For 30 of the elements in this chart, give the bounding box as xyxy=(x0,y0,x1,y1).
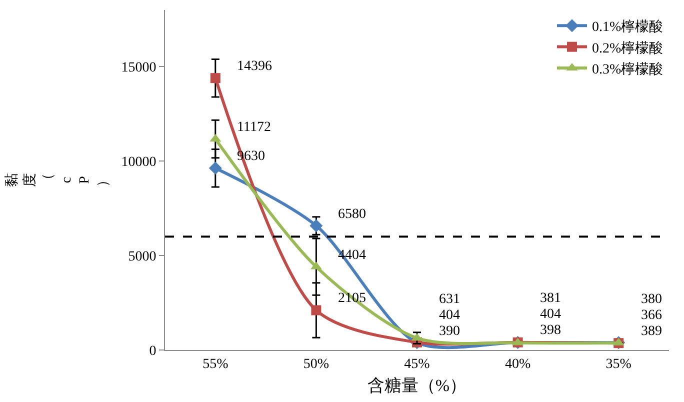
data-label: 404 xyxy=(439,308,460,323)
x-tick-label: 35% xyxy=(606,356,632,372)
y-tick-label: 0 xyxy=(149,344,156,359)
y-tick-label: 10000 xyxy=(121,155,156,170)
data-label: 366 xyxy=(641,308,662,323)
data-label: 14396 xyxy=(237,59,272,74)
legend-label: 0.2%檸檬酸 xyxy=(592,40,664,56)
x-tick-label: 50% xyxy=(303,356,330,372)
data-label: 6580 xyxy=(338,207,366,222)
point xyxy=(311,305,322,316)
data-label: 390 xyxy=(439,324,460,339)
data-label: 398 xyxy=(540,323,561,338)
data-label: 389 xyxy=(641,324,662,339)
x-tick-label: 55% xyxy=(202,356,229,372)
data-label: 404 xyxy=(540,307,561,322)
data-label: 381 xyxy=(540,291,561,306)
point xyxy=(208,162,222,175)
x-tick-label: 40% xyxy=(504,356,531,372)
point xyxy=(310,219,323,232)
y-tick-label: 5000 xyxy=(128,249,156,264)
x-tick-label: 45% xyxy=(404,356,430,372)
data-label: 380 xyxy=(641,292,662,307)
legend-label: 0.3%檸檬酸 xyxy=(592,61,664,78)
y-tick-label: 15000 xyxy=(121,60,156,76)
data-label: 631 xyxy=(439,292,460,307)
data-label: 11172 xyxy=(237,120,271,135)
y-axis-title: 黏度（cP） xyxy=(4,173,111,187)
x-axis-title: 含糖量（%） xyxy=(367,376,467,396)
legend-label: 0.1%檸檬酸 xyxy=(592,19,664,36)
point xyxy=(210,73,220,84)
